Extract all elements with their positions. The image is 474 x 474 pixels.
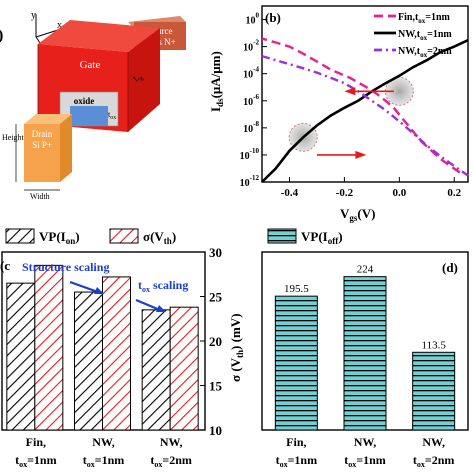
panel-d-legend: VP(Ioff) — [267, 228, 343, 246]
legend-swatch-0 — [267, 228, 297, 244]
shift-arrowhead-right — [355, 150, 367, 159]
bar-vp-ioff — [274, 295, 318, 431]
y-tick-label: 10-10 — [240, 147, 260, 162]
series-line-2 — [261, 54, 469, 177]
bar-vp-ion — [6, 282, 36, 431]
threshold-region-highlight — [384, 76, 414, 106]
tox-scaling-arrow — [135, 298, 161, 312]
panel-d-plot-content: 195.5 Fin, tox=1nm 224 NW, tox=1nm 113.5 NW, tox… — [274, 264, 456, 469]
y-tick-label: 30 — [209, 245, 222, 260]
panel-b-ylabel: Ids(μA/μm) — [208, 51, 225, 112]
panel-c-chart: VP(Ion) σ(Vth) Fin, tox=1nm NW, tox=1nm NW, to… — [0, 228, 245, 469]
category-label: NW, — [354, 435, 377, 449]
legend-swatch-0 — [5, 228, 35, 244]
category-label: NW, — [92, 435, 115, 449]
bar-sigma-vth — [102, 276, 131, 431]
panel-c-ylabel: σ (Vth) (mV) — [228, 313, 245, 382]
y-tick-label: 20 — [209, 334, 222, 349]
panel-b-y-ticks: 100 10-2 10-4 10-6 10-8 10-10 10-12 — [240, 12, 267, 189]
bar-vp-ioff — [412, 351, 456, 431]
panel-c-plot-content: Fin, tox=1nm NW, tox=1nm NW, tox=2nm 10 15 20 25 3… — [6, 245, 223, 469]
bar-value-label: 113.5 — [421, 339, 446, 351]
height-label: Height — [2, 133, 25, 142]
tox-label: tox — [108, 110, 116, 121]
legend-swatch-1 — [109, 228, 139, 244]
drain-label: Drain — [32, 129, 53, 139]
legend-label-2: NW,tox=2nm — [398, 46, 452, 59]
y-tick-label: 25 — [209, 290, 223, 305]
structure-scaling-annotation: Structure scaling — [22, 260, 109, 274]
axis-x-label: x — [57, 20, 62, 31]
oxide-label: oxide — [74, 96, 95, 106]
axis-y-label: y — [31, 10, 36, 21]
y-tick-label: 15 — [209, 379, 223, 394]
panel-a-device-schematic: ) y x z Source InAs N+ Gate — [0, 10, 186, 201]
category-sublabel: tox=1nm — [83, 453, 125, 469]
category-sublabel: tox=2nm — [413, 453, 455, 469]
category-sublabel: tox=1nm — [344, 453, 386, 469]
y-tick-label: 10-8 — [243, 120, 259, 135]
bar-value-label: 195.5 — [284, 283, 309, 295]
legend-label-0: Fin,tox=1nm — [398, 12, 451, 25]
bar-vp-ion — [141, 309, 171, 431]
gate-label: Gate — [80, 59, 101, 71]
shift-arrowhead-left — [344, 87, 356, 96]
panel-c-label: (c — [0, 258, 10, 273]
bar-value-label: 224 — [357, 264, 374, 276]
y-tick-label: 100 — [246, 12, 260, 27]
lg-label: Lg — [132, 72, 145, 85]
panel-b-plot-content — [261, 37, 469, 183]
y-tick-label: 10-4 — [243, 66, 259, 81]
panel-b-chart: 100 10-2 10-4 10-6 10-8 10-10 10-12 -0.4 -0.2 0.… — [208, 5, 469, 223]
category-sublabel: tox=1nm — [276, 453, 318, 469]
width-label: Width — [30, 192, 50, 201]
bar-sigma-vth — [34, 264, 64, 431]
panel-d-chart: VP(Ioff) 195.5 Fin, tox=1nm 224 NW, tox=1nm 11… — [261, 228, 469, 469]
structure-scaling-arrow — [69, 280, 99, 294]
panel-d-label: (d) — [442, 260, 458, 275]
drain-material: Si P+ — [32, 140, 52, 150]
x-tick-label: -0.2 — [336, 187, 354, 199]
y-tick-label: 10 — [209, 423, 222, 438]
tox-scaling-annotation: tox scaling — [138, 278, 188, 294]
x-tick-label: -0.4 — [281, 187, 299, 199]
y-tick-label: 10-2 — [243, 39, 259, 54]
y-tick-label: 10-6 — [243, 93, 259, 108]
category-sublabel: tox=1nm — [15, 453, 57, 469]
panel-b-xlabel: Vgs(V) — [340, 206, 375, 223]
category-label: NW, — [422, 435, 445, 449]
legend-label-1: σ(Vth) — [143, 229, 176, 246]
panel-b-x-ticks: -0.4 -0.2 0.0 0.2 — [281, 177, 462, 199]
category-label: Fin, — [286, 435, 306, 449]
legend-label-0: VP(Ion) — [39, 229, 80, 246]
structure-scaling-arrowhead — [94, 287, 104, 294]
category-sublabel: tox=2nm — [150, 453, 192, 469]
bar-vp-ion — [74, 291, 103, 431]
category-label: NW, — [160, 435, 183, 449]
bar-sigma-vth — [169, 306, 199, 431]
y-tick-label: 10-12 — [240, 174, 260, 189]
panel-b-label: (b) — [265, 10, 281, 25]
bar-vp-ioff — [343, 276, 387, 431]
panel-a-label: ) — [0, 27, 3, 44]
legend-label-1: NW,tox=1nm — [398, 29, 452, 42]
drain-block: Drain Si P+ Height Width — [2, 114, 72, 201]
legend-label-0: VP(Ioff) — [301, 229, 343, 246]
tox-scaling-arrowhead — [156, 305, 166, 312]
panel-c-legend: VP(Ion) σ(Vth) — [5, 228, 176, 246]
x-tick-label: 0.0 — [392, 187, 406, 199]
panel-b-legend: Fin,tox=1nm NW,tox=1nm NW,tox=2nm — [374, 12, 452, 59]
x-tick-label: 0.2 — [447, 187, 461, 199]
category-label: Fin, — [26, 435, 46, 449]
